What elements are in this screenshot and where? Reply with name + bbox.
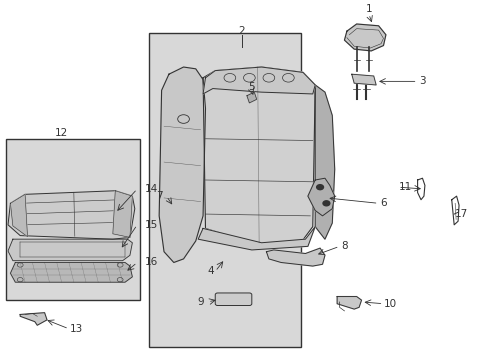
Text: 6: 6 xyxy=(379,198,386,208)
Polygon shape xyxy=(336,297,361,309)
Text: 9: 9 xyxy=(197,297,203,307)
Polygon shape xyxy=(113,191,132,237)
Circle shape xyxy=(243,73,255,82)
Polygon shape xyxy=(159,67,205,262)
Circle shape xyxy=(323,201,329,206)
Text: 15: 15 xyxy=(144,220,158,230)
Text: 5: 5 xyxy=(248,82,255,92)
Polygon shape xyxy=(203,67,315,94)
Bar xyxy=(5,139,140,300)
FancyBboxPatch shape xyxy=(215,293,251,306)
Polygon shape xyxy=(8,239,132,261)
Text: 2: 2 xyxy=(238,26,245,36)
Polygon shape xyxy=(351,74,375,85)
Text: 14: 14 xyxy=(144,184,158,194)
Circle shape xyxy=(263,73,274,82)
Circle shape xyxy=(316,185,323,190)
Polygon shape xyxy=(8,191,135,239)
Text: 11: 11 xyxy=(398,182,411,192)
Text: 13: 13 xyxy=(69,324,83,334)
Text: 12: 12 xyxy=(55,129,68,138)
Text: 17: 17 xyxy=(454,209,467,219)
Text: 1: 1 xyxy=(365,4,371,14)
Polygon shape xyxy=(344,24,385,51)
Bar xyxy=(149,33,300,347)
Polygon shape xyxy=(20,313,47,325)
Polygon shape xyxy=(246,92,256,103)
Polygon shape xyxy=(307,178,334,216)
Circle shape xyxy=(282,73,294,82)
Polygon shape xyxy=(266,248,325,266)
Polygon shape xyxy=(203,67,315,246)
Polygon shape xyxy=(10,262,132,282)
Text: 10: 10 xyxy=(384,299,397,309)
Text: 7: 7 xyxy=(156,191,162,201)
Circle shape xyxy=(224,73,235,82)
Polygon shape xyxy=(315,85,334,239)
Text: 8: 8 xyxy=(341,241,347,251)
Text: 4: 4 xyxy=(206,266,213,276)
Polygon shape xyxy=(10,194,27,237)
Text: 16: 16 xyxy=(144,257,158,267)
Polygon shape xyxy=(198,226,315,250)
Text: 3: 3 xyxy=(418,76,425,86)
